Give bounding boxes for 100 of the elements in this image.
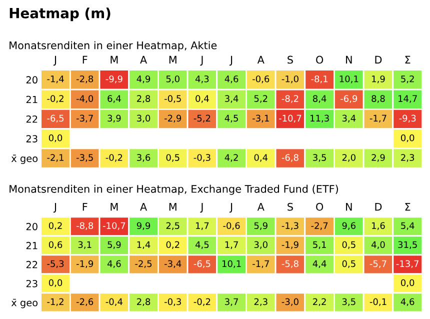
data-label: 3,7 (225, 298, 238, 306)
x-tick-label: A (140, 202, 148, 211)
x-tick-label: Σ (405, 202, 410, 211)
x-tick-label: A (257, 56, 264, 64)
data-label: -3,1 (252, 114, 269, 123)
data-label: 9,9 (136, 222, 150, 230)
x-tick-label: N (346, 56, 352, 64)
data-label: -8,8 (76, 222, 94, 230)
data-label: -6,5 (194, 260, 210, 268)
data-label: -6,5 (47, 114, 64, 123)
data-label: 3,5 (342, 298, 356, 306)
x-tick-label: S (288, 202, 293, 211)
data-label: 5,2 (254, 95, 268, 103)
data-label: -0,4 (106, 298, 122, 306)
x-tick-label: O (316, 202, 324, 211)
data-label: 14,7 (398, 95, 417, 103)
data-label: 0,5 (166, 154, 180, 162)
data-label: 3,0 (254, 241, 268, 249)
chart-title: Heatmap (m) (10, 8, 110, 22)
data-label: 3,4 (225, 95, 238, 103)
y-tick-label: 20 (26, 222, 38, 230)
data-label: 2,2 (313, 298, 326, 306)
data-label: -1,7 (252, 260, 269, 268)
chart-subtitle: Monatsrenditen in einer Heatmap, Aktie (10, 41, 217, 52)
data-label: -10,7 (278, 114, 302, 123)
y-tick-label: 22 (26, 115, 38, 123)
data-label: 0,5 (342, 241, 356, 249)
data-label: 1,9 (372, 75, 385, 84)
y-tick-label: x̄ geo (11, 298, 38, 308)
data-label: 8,8 (372, 95, 385, 103)
chart-title: Monatsrenditen in einer Heatmap, Exchange Traded Fund (ETF) (10, 184, 338, 195)
data-label: 3,5 (313, 154, 326, 162)
data-label: 3,0 (137, 114, 150, 123)
data-label: 3,9 (108, 114, 121, 123)
data-label: -1,7 (370, 114, 386, 123)
data-label: -1,2 (47, 298, 64, 306)
x-tick-label: D (375, 56, 382, 64)
data-label: -0,2 (47, 95, 64, 103)
data-label: 1,4 (137, 241, 150, 249)
data-label: -3,7 (76, 114, 93, 123)
data-label: -0,3 (194, 154, 210, 162)
data-label: -2,1 (47, 154, 64, 162)
data-label: 0,4 (254, 154, 268, 162)
data-label: 4,2 (224, 154, 238, 162)
data-label: 4,0 (372, 241, 385, 249)
data-label: -2,8 (76, 75, 94, 84)
data-label: -0,3 (164, 298, 181, 306)
data-label: -3,5 (76, 154, 93, 162)
y-tick-label: x̄ geo (11, 154, 38, 164)
data-label: 3,4 (342, 114, 356, 123)
data-label: 31,5 (398, 241, 417, 249)
data-label: 4,4 (312, 260, 326, 268)
data-label: -5,3 (47, 260, 64, 268)
data-label: -8,2 (282, 95, 298, 103)
x-tick-label: J (200, 56, 203, 66)
data-label: 0,0 (48, 134, 62, 142)
data-label: 0,4 (196, 95, 209, 103)
x-tick-label: J (53, 202, 56, 213)
y-tick-label: 23 (26, 280, 38, 288)
data-label: 4,6 (107, 260, 121, 268)
x-tick-label: O (316, 56, 324, 64)
data-label: -0,2 (194, 298, 210, 306)
data-label: 4,6 (224, 75, 238, 84)
x-tick-label: J (200, 202, 203, 213)
x-tick-label: M (169, 56, 176, 64)
data-label: 4,3 (195, 75, 209, 84)
data-label: 3,1 (78, 241, 92, 249)
data-label: 2,0 (342, 154, 356, 162)
data-label: 5,9 (108, 241, 121, 249)
x-tick-label: M (169, 202, 176, 211)
data-label: -4,0 (76, 95, 94, 103)
data-label: 4,5 (195, 241, 209, 249)
data-label: 1,6 (372, 222, 385, 230)
data-label: 2,9 (372, 154, 385, 162)
data-label: 0,0 (48, 279, 62, 288)
data-label: -3,4 (164, 260, 182, 268)
x-tick-label: N (346, 202, 352, 211)
data-label: 2,8 (137, 298, 150, 306)
data-label: -3,0 (282, 298, 298, 306)
data-label: -0,5 (164, 95, 181, 103)
data-label: -0,2 (106, 154, 122, 162)
x-tick-label: J (229, 56, 232, 66)
data-label: -1,9 (76, 260, 94, 268)
x-tick-label: F (82, 56, 88, 64)
x-tick-label: A (257, 202, 264, 211)
data-label: 1,7 (196, 222, 209, 230)
data-label: 3,6 (137, 154, 150, 162)
data-label: -2,7 (311, 222, 328, 230)
data-label: 5,2 (401, 75, 414, 84)
data-label: 0,0 (401, 279, 414, 288)
data-label: -1,3 (282, 222, 298, 230)
y-tick-label: 21 (26, 96, 38, 104)
data-label: -2,6 (76, 298, 94, 306)
data-label: -6,8 (282, 154, 298, 162)
data-label: -5,7 (370, 260, 386, 268)
data-label: 10,1 (340, 75, 358, 84)
data-label: 2,3 (401, 154, 414, 162)
x-tick-label: Σ (405, 56, 410, 64)
data-label: 0,2 (166, 241, 180, 249)
y-tick-label: 20 (26, 76, 38, 84)
